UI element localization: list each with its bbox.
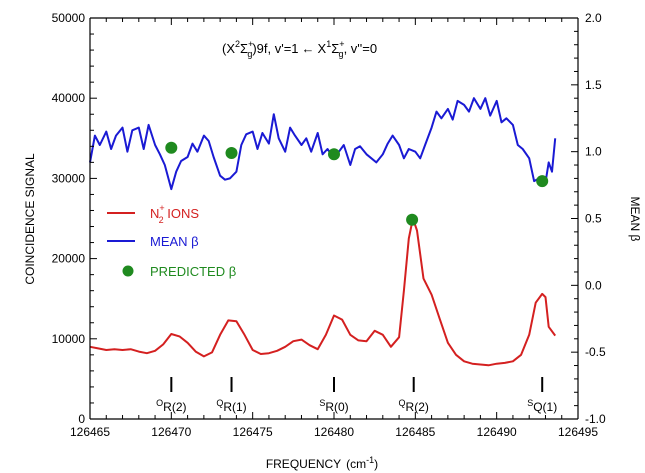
x-tick-label: 126490 xyxy=(477,425,517,439)
ions-series-line xyxy=(89,217,557,367)
predicted-beta-point xyxy=(406,213,419,226)
y-left-tick-label: 30000 xyxy=(52,171,86,185)
y-axis-right-label: MEAN β xyxy=(628,197,642,242)
legend-predicted-beta-label: PREDICTED β xyxy=(150,264,236,279)
series-layer xyxy=(89,97,557,367)
x-tick-label: 126495 xyxy=(558,425,598,439)
legend: N+ 2 IONS MEAN β PREDICTED β xyxy=(107,203,236,279)
x-tick-label: 126475 xyxy=(233,425,273,439)
x-axis-label: FREQUENCY (cm-1) xyxy=(266,455,378,471)
x-tick-label: 126480 xyxy=(314,425,354,439)
legend-mean-beta-label: MEAN β xyxy=(150,234,199,249)
y-right-tick-label: 1.5 xyxy=(585,78,602,92)
predicted-beta-point xyxy=(225,147,238,159)
legend-ions-label: N+ 2 IONS xyxy=(150,203,199,225)
y-left-tick-label: 0 xyxy=(78,412,85,426)
y-axis-left-label: COINCIDENCE SIGNAL xyxy=(23,153,37,285)
chart-title: (X2Σ+ g)9f, v'=1 ← X1Σ+ g, v''=0 xyxy=(222,39,377,59)
y-left-tick-label: 20000 xyxy=(52,252,86,266)
legend-predicted-beta-marker xyxy=(122,265,134,277)
predicted-beta-point xyxy=(328,148,340,161)
y-right-tick-label: 0.0 xyxy=(585,278,602,292)
predicted-beta-point xyxy=(165,141,178,154)
y-right-tick-label: 2.0 xyxy=(585,11,602,25)
line-labels-layer: OR(2) QR(1) SR(0) QR(2) SQ(1) xyxy=(156,377,557,414)
y-right-tick-label: 0.5 xyxy=(585,212,602,226)
assignment-label: SR(0) xyxy=(319,398,348,414)
ticks-layer: 126465 126470 126475 126480 126485 126490 1264… xyxy=(52,11,606,439)
y-left-tick-label: 10000 xyxy=(52,332,86,346)
y-right-tick-label: 1.0 xyxy=(585,145,602,159)
x-tick-label: 126485 xyxy=(395,425,435,439)
y-right-tick-label: -1.0 xyxy=(585,412,606,426)
assignment-label: QR(1) xyxy=(216,398,246,414)
predicted-beta-point xyxy=(536,175,549,188)
y-left-tick-label: 40000 xyxy=(52,91,86,105)
y-left-tick-label: 50000 xyxy=(52,11,86,25)
x-tick-label: 126465 xyxy=(70,425,110,439)
assignment-label: SQ(1) xyxy=(527,398,557,414)
assignment-label: OR(2) xyxy=(156,398,186,414)
x-tick-label: 126470 xyxy=(151,425,191,439)
mean-beta-series-line xyxy=(89,97,557,191)
assignment-label: QR(2) xyxy=(399,398,429,414)
y-right-tick-label: -0.5 xyxy=(585,345,606,359)
